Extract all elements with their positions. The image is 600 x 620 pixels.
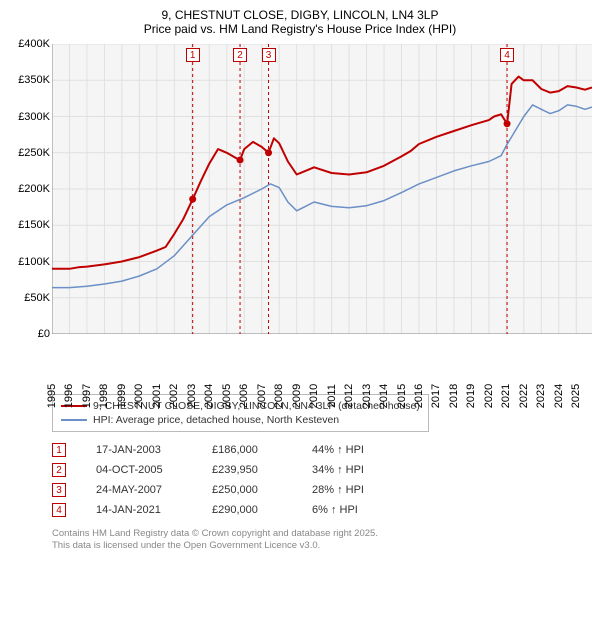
x-tick-label: 2010 — [308, 384, 320, 408]
y-tick-label: £300K — [8, 111, 50, 123]
legend-swatch — [61, 419, 87, 421]
x-tick-label: 2020 — [483, 384, 495, 408]
sale-delta: 44% ↑ HPI — [312, 444, 364, 456]
y-tick-label: £0 — [8, 328, 50, 340]
sales-table: 1 17-JAN-2003 £186,000 44% ↑ HPI 2 04-OCT-200… — [52, 440, 592, 520]
sale-price: £290,000 — [212, 504, 282, 516]
sale-price: £186,000 — [212, 444, 282, 456]
chart-title: 9, CHESTNUT CLOSE, DIGBY, LINCOLN, LN4 3… — [8, 8, 592, 36]
y-tick-label: £50K — [8, 292, 50, 304]
x-tick-label: 2018 — [448, 384, 460, 408]
sale-delta: 6% ↑ HPI — [312, 504, 358, 516]
sale-row: 4 14-JAN-2021 £290,000 6% ↑ HPI — [52, 500, 592, 520]
sale-date: 14-JAN-2021 — [96, 504, 182, 516]
sale-marker-box: 4 — [500, 48, 514, 62]
sale-price: £250,000 — [212, 484, 282, 496]
x-tick-label: 2001 — [151, 384, 163, 408]
y-tick-label: £150K — [8, 219, 50, 231]
sale-marker-box: 1 — [186, 48, 200, 62]
x-tick-label: 2012 — [343, 384, 355, 408]
sale-date: 04-OCT-2005 — [96, 464, 182, 476]
x-tick-label: 2014 — [378, 384, 390, 408]
x-tick-label: 2017 — [430, 384, 442, 408]
x-tick-label: 2005 — [221, 384, 233, 408]
sale-date: 24-MAY-2007 — [96, 484, 182, 496]
sale-marker-box: 3 — [262, 48, 276, 62]
x-tick-label: 2009 — [291, 384, 303, 408]
x-tick-label: 2004 — [203, 384, 215, 408]
y-tick-label: £400K — [8, 38, 50, 50]
sale-delta: 28% ↑ HPI — [312, 484, 364, 496]
x-tick-label: 1999 — [116, 384, 128, 408]
title-subtitle: Price paid vs. HM Land Registry's House … — [8, 22, 592, 36]
footer-attribution: Contains HM Land Registry data © Crown c… — [52, 528, 592, 553]
x-tick-label: 1995 — [46, 384, 58, 408]
sale-index-box: 4 — [52, 503, 66, 517]
chart-container: £0£50K£100K£150K£200K£250K£300K£350K£400… — [8, 44, 592, 384]
y-tick-label: £100K — [8, 256, 50, 268]
x-tick-label: 2000 — [133, 384, 145, 408]
x-tick-label: 2011 — [326, 384, 338, 408]
sale-date: 17-JAN-2003 — [96, 444, 182, 456]
x-tick-label: 2007 — [256, 384, 268, 408]
x-tick-label: 2019 — [465, 384, 477, 408]
sale-row: 1 17-JAN-2003 £186,000 44% ↑ HPI — [52, 440, 592, 460]
sale-delta: 34% ↑ HPI — [312, 464, 364, 476]
x-tick-label: 2016 — [413, 384, 425, 408]
x-tick-label: 2003 — [186, 384, 198, 408]
y-tick-label: £250K — [8, 147, 50, 159]
x-tick-label: 2022 — [518, 384, 530, 408]
sale-row: 2 04-OCT-2005 £239,950 34% ↑ HPI — [52, 460, 592, 480]
sale-index-box: 2 — [52, 463, 66, 477]
sale-index-box: 1 — [52, 443, 66, 457]
x-tick-label: 2025 — [570, 384, 582, 408]
x-tick-label: 2006 — [238, 384, 250, 408]
x-tick-label: 2023 — [535, 384, 547, 408]
plot-area — [52, 44, 592, 334]
x-tick-label: 2024 — [553, 384, 565, 408]
y-tick-label: £350K — [8, 74, 50, 86]
x-tick-label: 2008 — [273, 384, 285, 408]
footer-line1: Contains HM Land Registry data © Crown c… — [52, 528, 592, 540]
x-tick-label: 2015 — [396, 384, 408, 408]
x-tick-label: 2021 — [500, 384, 512, 408]
legend-item: HPI: Average price, detached house, Nort… — [61, 413, 420, 427]
plot-svg — [52, 44, 592, 334]
x-tick-label: 2002 — [168, 384, 180, 408]
sale-marker-box: 2 — [233, 48, 247, 62]
x-tick-label: 1998 — [98, 384, 110, 408]
sale-price: £239,950 — [212, 464, 282, 476]
x-tick-label: 1996 — [63, 384, 75, 408]
sale-row: 3 24-MAY-2007 £250,000 28% ↑ HPI — [52, 480, 592, 500]
legend-label: HPI: Average price, detached house, Nort… — [93, 414, 339, 426]
x-tick-label: 2013 — [361, 384, 373, 408]
title-address: 9, CHESTNUT CLOSE, DIGBY, LINCOLN, LN4 3… — [8, 8, 592, 22]
sale-index-box: 3 — [52, 483, 66, 497]
x-tick-label: 1997 — [81, 384, 93, 408]
y-tick-label: £200K — [8, 183, 50, 195]
footer-line2: This data is licensed under the Open Gov… — [52, 540, 592, 552]
